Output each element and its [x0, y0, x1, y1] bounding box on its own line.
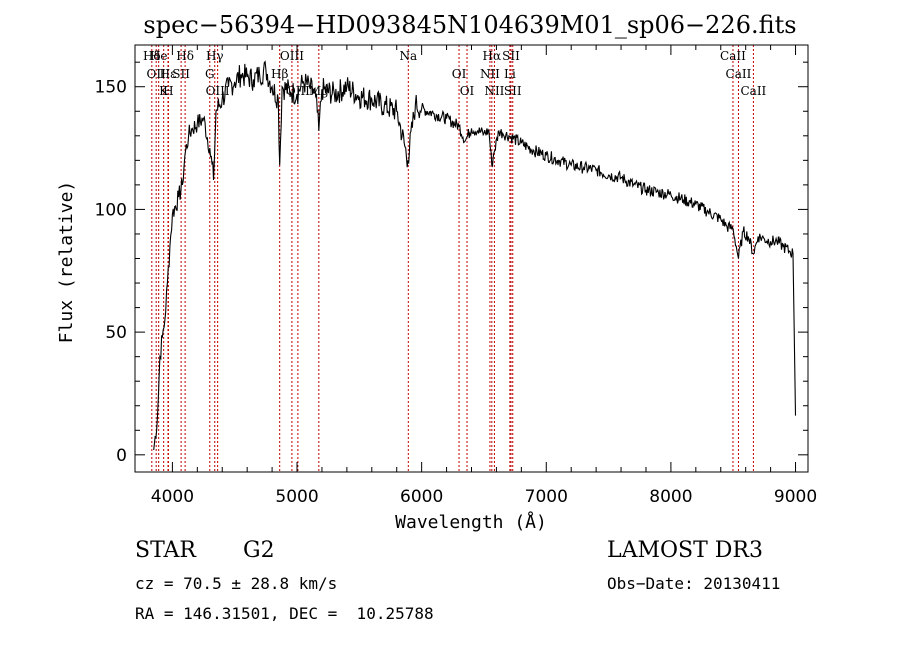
line-label: OIII [206, 84, 230, 98]
line-label: Li [504, 67, 516, 81]
x-tick-label: 4000 [151, 487, 194, 507]
line-markers [151, 45, 754, 472]
line-label: CaII [740, 84, 766, 98]
plot-frame [134, 44, 809, 473]
y-axis-label: Flux (relative) [56, 181, 77, 344]
line-label: SII [502, 49, 520, 63]
line-label: G [205, 67, 215, 81]
x-tick-label: 8000 [649, 487, 692, 507]
y-tick-label: 0 [116, 446, 127, 466]
spectrum-line [153, 60, 797, 450]
line-label: Hε [160, 67, 177, 81]
obs-date: Obs−Date: 20130411 [607, 574, 781, 593]
subclass: G2 [243, 538, 275, 563]
line-label: OI [460, 84, 475, 98]
redshift-cz: cz = 70.5 ± 28.8 km/s [135, 574, 338, 593]
line-label: CaII [720, 49, 746, 63]
line-label: Na [399, 49, 417, 63]
line-label: OII [147, 67, 167, 81]
line-label: Hδ [143, 49, 161, 63]
line-label: CaII [726, 67, 752, 81]
coordinates: RA = 146.31501, DEC = 10.25788 [135, 604, 434, 623]
x-tick-label: 7000 [525, 487, 568, 507]
survey-name: LAMOST DR3 [607, 538, 763, 563]
line-label: He [150, 49, 168, 63]
y-tick-label: 100 [95, 200, 127, 220]
object-type: STAR [135, 538, 196, 563]
line-labels: HδOIIKHeHεHHδSIIOIIIHγGOIIIOIIIHβMgNaOIO… [143, 49, 767, 98]
chart-title: spec−56394−HD093845N104639M01_sp06−226.f… [143, 11, 796, 39]
line-label: Hδ [176, 49, 194, 63]
line-label: H [163, 84, 173, 98]
line-label: Hα [483, 49, 502, 63]
line-label: K [159, 84, 169, 98]
line-label: Hγ [206, 49, 224, 63]
y-tick-label: 150 [95, 78, 127, 98]
line-label: SII [504, 84, 522, 98]
x-tick-label: 9000 [774, 487, 817, 507]
line-label: NII [480, 67, 500, 81]
line-label: NII [484, 84, 504, 98]
line-label: OIII [280, 49, 304, 63]
line-label: OI [452, 67, 467, 81]
x-tick-label: 6000 [400, 487, 443, 507]
line-label: SII [172, 67, 190, 81]
axis-ticks: 4000 5000 6000 7000 8000 9000 0 50 100 150 [95, 45, 817, 507]
x-tick-label: 5000 [275, 487, 318, 507]
y-tick-label: 50 [105, 323, 127, 343]
line-label: Hβ [271, 67, 288, 81]
x-axis-label: Wavelength (Å) [395, 511, 547, 533]
